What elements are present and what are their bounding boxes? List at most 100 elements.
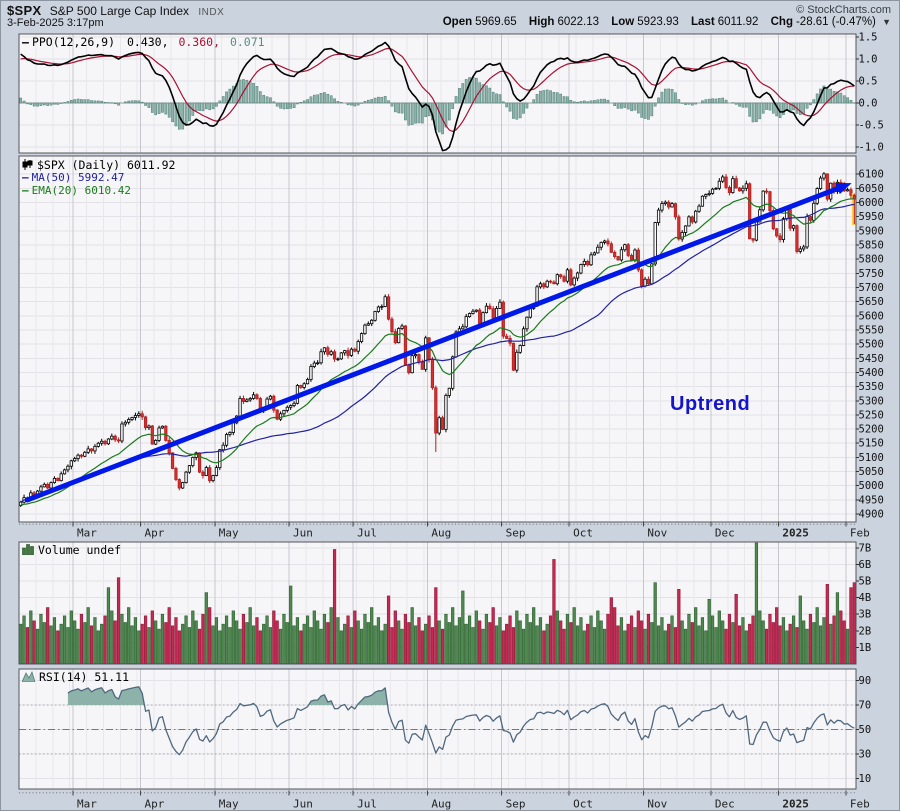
price-axis-label: 5850 xyxy=(859,239,884,251)
x-axis-month-label: Jul xyxy=(357,798,377,811)
price-axis-label: 5050 xyxy=(859,466,884,478)
price-axis-label: 5150 xyxy=(859,438,884,450)
x-axis-month-label: Dec xyxy=(715,527,735,540)
price-axis-label: 5900 xyxy=(859,225,884,237)
x-axis-month-label: Dec xyxy=(715,798,735,811)
symbol-title: S&P 500 Large Cap Index xyxy=(49,4,190,18)
candlestick-icon xyxy=(22,159,33,173)
price-axis-label: 6000 xyxy=(859,197,884,209)
ma50-swatch: — xyxy=(22,171,29,184)
rsi-axis-label: 90 xyxy=(859,675,872,687)
ema20-legend: — EMA(20) 6010.42 xyxy=(22,184,131,197)
price-axis-label: 5400 xyxy=(859,367,884,379)
uptrend-trendline xyxy=(24,183,847,503)
volume-axis-label: 1B xyxy=(859,642,872,654)
trendline-arrowhead xyxy=(835,182,852,195)
x-axis-month-label: May xyxy=(219,798,239,811)
copyright: © StockCharts.com xyxy=(796,4,891,16)
x-axis-month-label: Feb xyxy=(850,798,870,811)
open-label: Open xyxy=(442,16,473,28)
price-axis-label: 6050 xyxy=(859,183,884,195)
ema20-swatch: — xyxy=(22,184,29,197)
price-axis-label: 5350 xyxy=(859,381,884,393)
ppo-value: 0.430, xyxy=(126,35,169,49)
ppo-panel xyxy=(18,34,856,153)
x-axis-month-label: Mar xyxy=(77,527,97,540)
x-axis-month-label: Oct xyxy=(573,527,593,540)
rsi-axis-label: 10 xyxy=(859,773,872,785)
ppo-hist-value: 0.071 xyxy=(229,35,265,49)
ppo-axis-label: -1.0 xyxy=(859,141,884,153)
price-axis-label: 5500 xyxy=(859,339,884,351)
x-axis-month-label: Mar xyxy=(77,798,97,811)
volume-axis-label: 4B xyxy=(859,592,872,604)
ppo-signal-value: 0.360, xyxy=(178,35,220,49)
chg-value: -28.61 (-0.47%) xyxy=(795,16,876,28)
price-axis-label: 6100 xyxy=(859,169,884,181)
x-axis-month-label: Nov xyxy=(647,798,667,811)
price-axis-label: 5650 xyxy=(859,296,884,308)
x-axis-month-label: Aug xyxy=(431,798,451,811)
rsi-axis-label: 70 xyxy=(859,700,872,712)
x-axis-month-label: Feb xyxy=(850,527,870,540)
volume-legend: Volume undef xyxy=(22,543,121,558)
x-axis-month-label: Apr xyxy=(145,527,165,540)
x-axis-month-label: Apr xyxy=(145,798,165,811)
last-label: Last xyxy=(691,16,715,28)
ma50-legend-text: MA(50) 5992.47 xyxy=(31,171,125,184)
price-axis-label: 5000 xyxy=(859,480,884,492)
volume-axis-label: 7B xyxy=(859,542,872,554)
rsi-panel xyxy=(18,669,856,789)
open-value: 5969.65 xyxy=(475,16,517,28)
chart-datetime: 3-Feb-2025 3:17pm xyxy=(7,17,104,29)
price-legend: $SPX (Daily) 6011.92 xyxy=(22,158,175,173)
chg-label: Chg xyxy=(770,16,793,28)
x-axis-month-label: Oct xyxy=(573,798,593,811)
volume-axis-label: 3B xyxy=(859,609,872,621)
volume-bars-icon xyxy=(22,544,34,558)
last-value: 6011.92 xyxy=(717,16,759,28)
chevron-down-icon[interactable]: ▼ xyxy=(882,17,891,27)
chart-header: $SPX S&P 500 Large Cap Index INDX xyxy=(7,3,224,18)
symbol: $SPX xyxy=(7,3,42,18)
price-axis-label: 5100 xyxy=(859,452,884,464)
x-axis-month-label: Aug xyxy=(431,527,451,540)
ma50-legend: — MA(50) 5992.47 xyxy=(22,171,124,184)
ppo-line-swatch: — xyxy=(22,35,29,49)
price-axis-label: 5300 xyxy=(859,395,884,407)
ppo-axis-label: -0.5 xyxy=(859,119,884,131)
low-label: Low xyxy=(611,16,635,28)
price-axis-label: 5700 xyxy=(859,282,884,294)
ppo-axis-label: 1.5 xyxy=(859,32,878,44)
x-axis-month-label: May xyxy=(219,527,239,540)
x-axis-month-label: Sep xyxy=(506,798,526,811)
price-axis-label: 4900 xyxy=(859,509,884,521)
price-axis-label: 5450 xyxy=(859,353,884,365)
ppo-label: PPO(12,26,9) xyxy=(31,35,116,49)
volume-axis-label: 2B xyxy=(859,625,872,637)
rsi-legend: RSI(14) 51.11 xyxy=(21,670,130,685)
x-axis-month-label: Sep xyxy=(506,527,526,540)
x-axis-month-label: Jul xyxy=(357,527,377,540)
x-axis-month-label: 2025 xyxy=(782,527,809,540)
price-axis-label: 5200 xyxy=(859,424,884,436)
price-panel xyxy=(18,156,856,522)
x-axis-month-label: Jun xyxy=(293,798,313,811)
volume-legend-text: Volume undef xyxy=(38,543,122,557)
rsi-legend-text: RSI(14) 51.11 xyxy=(39,670,130,684)
low-value: 5923.93 xyxy=(637,16,679,28)
price-axis-label: 5600 xyxy=(859,310,884,322)
price-axis-label: 4950 xyxy=(859,494,884,506)
price-axis-label: 5800 xyxy=(859,254,884,266)
ema20-legend-text: EMA(20) 6010.42 xyxy=(31,184,131,197)
x-axis-month-label: Jun xyxy=(293,527,313,540)
uptrend-annotation: Uptrend xyxy=(670,393,751,415)
rsi-axis-label: 30 xyxy=(859,748,872,760)
volume-panel xyxy=(18,542,856,664)
ppo-axis-label: 1.0 xyxy=(859,54,878,66)
price-axis-label: 5950 xyxy=(859,211,884,223)
ohlc-readout: Open 5969.65 High 6022.13 Low 5923.93 Last 6… xyxy=(443,16,891,28)
price-axis-label: 5550 xyxy=(859,324,884,336)
x-axis-month-label: Nov xyxy=(647,527,667,540)
